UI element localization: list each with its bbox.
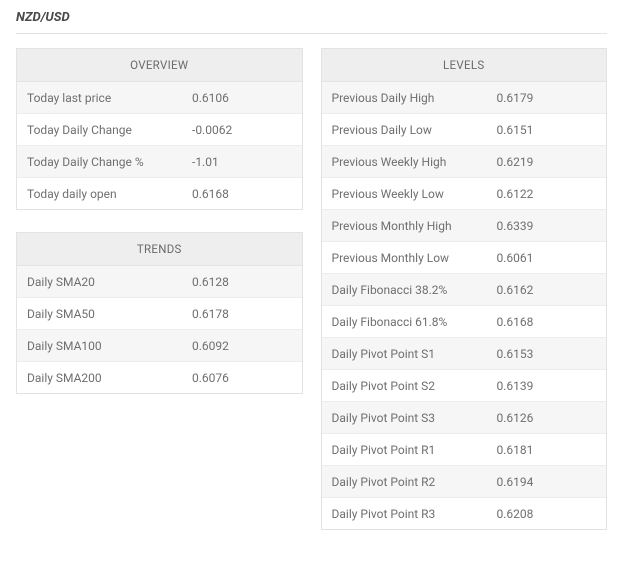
row-value: 0.6153 <box>487 338 607 369</box>
row-label: Daily Pivot Point R2 <box>322 466 487 497</box>
table-row: Previous Monthly Low0.6061 <box>322 242 607 274</box>
table-row: Daily SMA1000.6092 <box>17 330 302 362</box>
table-row: Previous Monthly High0.6339 <box>322 210 607 242</box>
row-value: 0.6208 <box>487 498 607 529</box>
row-label: Daily Pivot Point S1 <box>322 338 487 369</box>
row-value: 0.6092 <box>182 330 302 361</box>
row-value: 0.6061 <box>487 242 607 273</box>
row-value: 0.6181 <box>487 434 607 465</box>
levels-body: Previous Daily High0.6179Previous Daily … <box>322 82 607 529</box>
row-value: -0.0062 <box>182 114 302 145</box>
row-label: Daily Fibonacci 38.2% <box>322 274 487 305</box>
row-value: 0.6139 <box>487 370 607 401</box>
table-row: Previous Daily Low0.6151 <box>322 114 607 146</box>
row-value: 0.6178 <box>182 298 302 329</box>
row-value: -1.01 <box>182 146 302 177</box>
row-label: Previous Monthly Low <box>322 242 487 273</box>
table-row: Today last price0.6106 <box>17 82 302 114</box>
row-value: 0.6151 <box>487 114 607 145</box>
row-value: 0.6128 <box>182 266 302 297</box>
levels-table: LEVELS Previous Daily High0.6179Previous… <box>321 48 608 530</box>
row-value: 0.6106 <box>182 82 302 113</box>
row-value: 0.6219 <box>487 146 607 177</box>
trends-table: TRENDS Daily SMA200.6128Daily SMA500.617… <box>16 232 303 394</box>
row-label: Daily Pivot Point R3 <box>322 498 487 529</box>
table-row: Daily Pivot Point R30.6208 <box>322 498 607 529</box>
row-label: Daily SMA200 <box>17 362 182 393</box>
row-label: Daily Pivot Point R1 <box>322 434 487 465</box>
trends-body: Daily SMA200.6128Daily SMA500.6178Daily … <box>17 266 302 393</box>
row-value: 0.6168 <box>182 178 302 209</box>
row-label: Daily Pivot Point S3 <box>322 402 487 433</box>
row-label: Previous Weekly High <box>322 146 487 177</box>
table-row: Daily SMA200.6128 <box>17 266 302 298</box>
row-label: Daily SMA100 <box>17 330 182 361</box>
overview-table: OVERVIEW Today last price0.6106Today Dai… <box>16 48 303 210</box>
row-label: Today daily open <box>17 178 182 209</box>
table-row: Previous Weekly High0.6219 <box>322 146 607 178</box>
row-label: Daily SMA20 <box>17 266 182 297</box>
row-label: Daily Fibonacci 61.8% <box>322 306 487 337</box>
row-label: Previous Daily Low <box>322 114 487 145</box>
row-value: 0.6168 <box>487 306 607 337</box>
row-value: 0.6122 <box>487 178 607 209</box>
table-row: Daily Pivot Point S30.6126 <box>322 402 607 434</box>
overview-header: OVERVIEW <box>17 49 302 82</box>
overview-body: Today last price0.6106Today Daily Change… <box>17 82 302 209</box>
columns-container: OVERVIEW Today last price0.6106Today Dai… <box>16 48 607 552</box>
row-label: Previous Daily High <box>322 82 487 113</box>
row-label: Today Daily Change % <box>17 146 182 177</box>
row-label: Daily Pivot Point S2 <box>322 370 487 401</box>
table-row: Daily Pivot Point R10.6181 <box>322 434 607 466</box>
row-label: Daily SMA50 <box>17 298 182 329</box>
table-row: Daily Pivot Point S10.6153 <box>322 338 607 370</box>
row-value: 0.6076 <box>182 362 302 393</box>
row-label: Today Daily Change <box>17 114 182 145</box>
table-row: Daily SMA500.6178 <box>17 298 302 330</box>
trends-header: TRENDS <box>17 233 302 266</box>
row-value: 0.6194 <box>487 466 607 497</box>
table-row: Today Daily Change %-1.01 <box>17 146 302 178</box>
right-column: LEVELS Previous Daily High0.6179Previous… <box>321 48 608 552</box>
row-value: 0.6339 <box>487 210 607 241</box>
table-row: Daily Fibonacci 61.8%0.6168 <box>322 306 607 338</box>
row-label: Today last price <box>17 82 182 113</box>
row-value: 0.6126 <box>487 402 607 433</box>
left-column: OVERVIEW Today last price0.6106Today Dai… <box>16 48 303 552</box>
table-row: Daily Fibonacci 38.2%0.6162 <box>322 274 607 306</box>
table-row: Today Daily Change-0.0062 <box>17 114 302 146</box>
row-value: 0.6179 <box>487 82 607 113</box>
row-value: 0.6162 <box>487 274 607 305</box>
table-row: Daily Pivot Point R20.6194 <box>322 466 607 498</box>
levels-header: LEVELS <box>322 49 607 82</box>
row-label: Previous Weekly Low <box>322 178 487 209</box>
table-row: Daily SMA2000.6076 <box>17 362 302 393</box>
page-title: NZD/USD <box>16 10 607 34</box>
table-row: Daily Pivot Point S20.6139 <box>322 370 607 402</box>
table-row: Previous Weekly Low0.6122 <box>322 178 607 210</box>
row-label: Previous Monthly High <box>322 210 487 241</box>
table-row: Previous Daily High0.6179 <box>322 82 607 114</box>
table-row: Today daily open0.6168 <box>17 178 302 209</box>
